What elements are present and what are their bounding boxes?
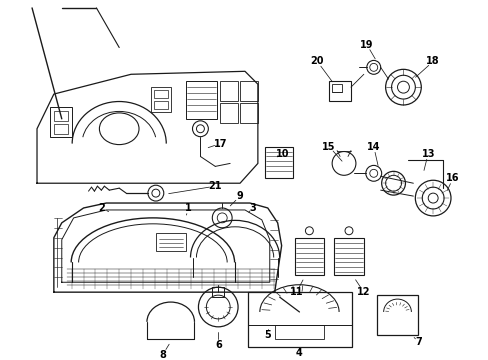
- Bar: [240, 81, 257, 101]
- Bar: [154, 90, 167, 98]
- Text: 13: 13: [421, 149, 434, 158]
- Bar: [331, 84, 341, 92]
- Bar: [247, 325, 351, 347]
- Bar: [274, 325, 324, 339]
- Bar: [264, 147, 292, 178]
- Text: 19: 19: [359, 40, 373, 50]
- Bar: [54, 111, 67, 121]
- Text: 17: 17: [213, 139, 226, 149]
- Bar: [151, 87, 170, 112]
- Text: 9: 9: [236, 191, 243, 201]
- Text: 3: 3: [249, 203, 256, 213]
- Text: 11: 11: [289, 287, 303, 297]
- Text: 1: 1: [185, 203, 191, 213]
- Text: 14: 14: [366, 141, 380, 152]
- Bar: [220, 103, 238, 123]
- Text: 6: 6: [214, 339, 221, 350]
- Text: 4: 4: [296, 347, 302, 357]
- Bar: [247, 292, 351, 347]
- Text: 15: 15: [322, 141, 335, 152]
- Bar: [328, 81, 350, 101]
- Bar: [185, 81, 217, 119]
- Bar: [212, 287, 224, 297]
- Bar: [220, 81, 238, 101]
- Bar: [333, 238, 363, 275]
- Text: 16: 16: [446, 173, 459, 183]
- Bar: [376, 295, 417, 335]
- Text: 18: 18: [426, 57, 439, 66]
- Text: 5: 5: [264, 330, 270, 340]
- Bar: [294, 238, 324, 275]
- Polygon shape: [54, 203, 281, 292]
- Bar: [156, 233, 185, 251]
- Text: 8: 8: [159, 350, 166, 360]
- Bar: [50, 107, 72, 137]
- Bar: [54, 124, 67, 134]
- Text: 7: 7: [414, 337, 421, 347]
- Text: 10: 10: [275, 149, 289, 158]
- Text: 20: 20: [310, 57, 324, 66]
- Text: 2: 2: [98, 203, 104, 213]
- Bar: [154, 101, 167, 109]
- Bar: [240, 103, 257, 123]
- Text: 21: 21: [208, 181, 222, 191]
- Text: 12: 12: [356, 287, 370, 297]
